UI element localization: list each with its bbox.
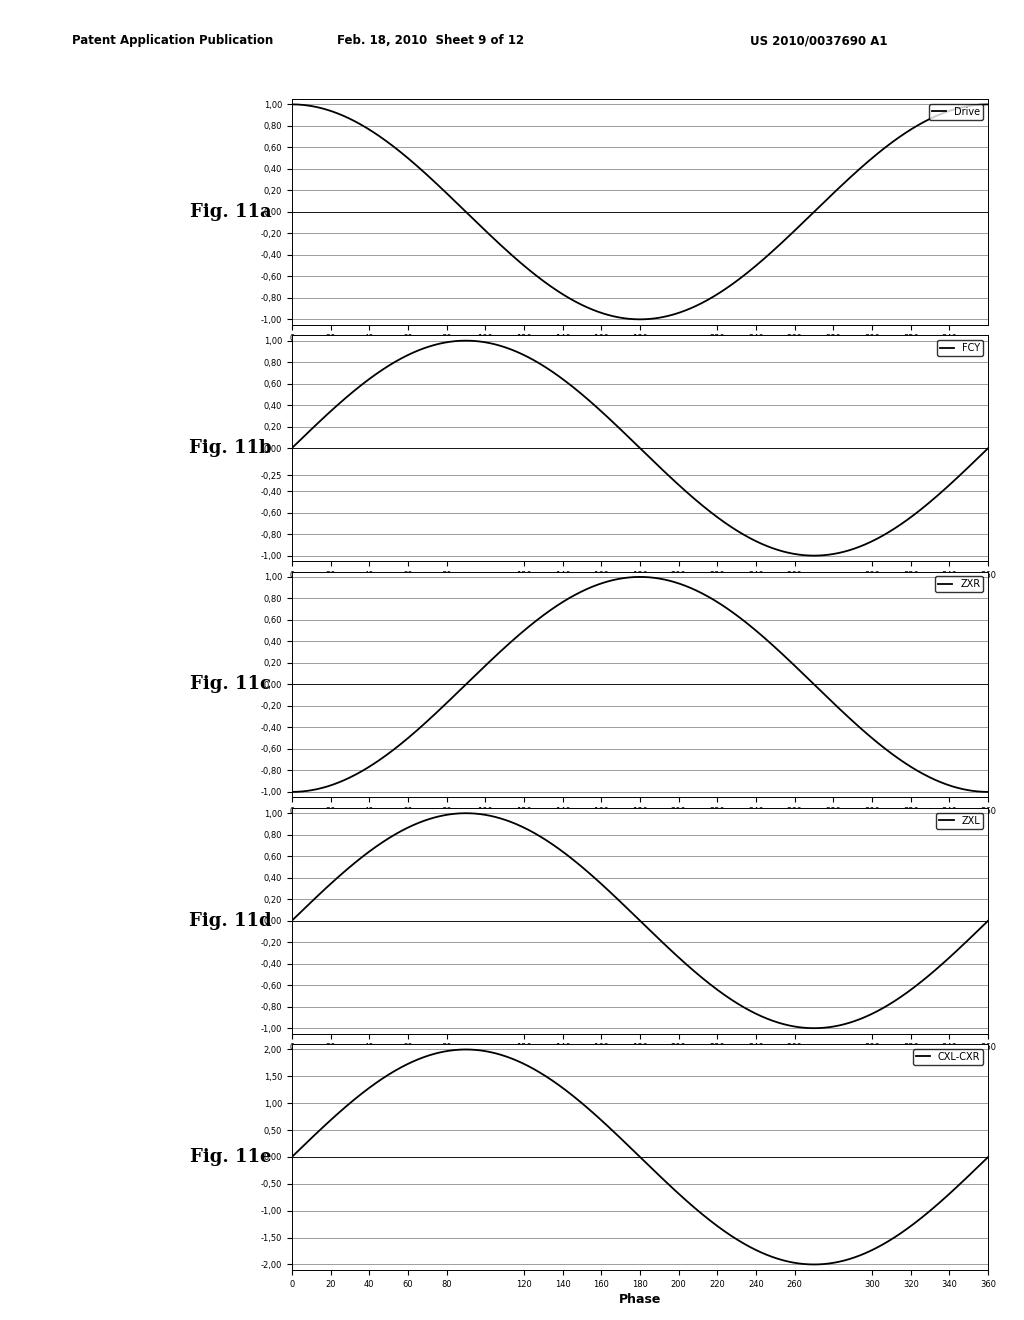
Legend: FCY: FCY	[937, 341, 983, 356]
Text: Fig. 11c: Fig. 11c	[190, 676, 271, 693]
Text: Fig. 11d: Fig. 11d	[188, 912, 271, 929]
Text: Fig. 11e: Fig. 11e	[189, 1148, 271, 1166]
Text: Fig. 11a: Fig. 11a	[189, 203, 271, 220]
Text: Fig. 11b: Fig. 11b	[188, 440, 271, 457]
X-axis label: Phase: Phase	[618, 1292, 662, 1305]
Text: Feb. 18, 2010  Sheet 9 of 12: Feb. 18, 2010 Sheet 9 of 12	[337, 34, 523, 48]
Text: Patent Application Publication: Patent Application Publication	[72, 34, 273, 48]
Legend: ZXL: ZXL	[936, 813, 983, 829]
Legend: CXL-CXR: CXL-CXR	[912, 1049, 983, 1065]
Legend: Drive: Drive	[929, 104, 983, 120]
Text: US 2010/0037690 A1: US 2010/0037690 A1	[751, 34, 888, 48]
Legend: ZXR: ZXR	[935, 577, 983, 593]
